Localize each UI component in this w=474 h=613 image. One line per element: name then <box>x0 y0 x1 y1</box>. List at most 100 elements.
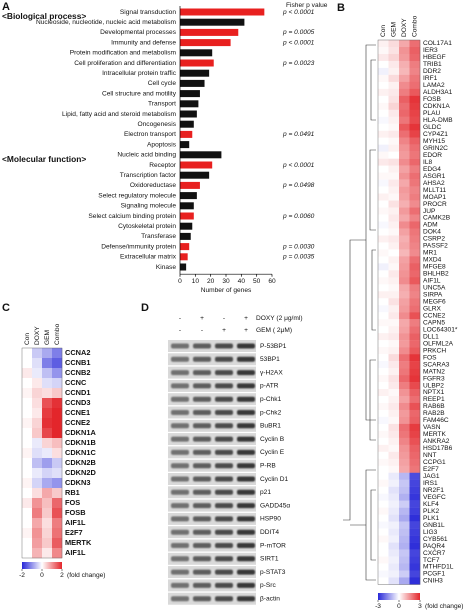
heatmap-cell <box>378 214 389 222</box>
row-label: MERTK <box>65 538 92 547</box>
blot-band <box>193 343 211 349</box>
row-label: EDOR <box>423 152 442 159</box>
bar <box>180 243 190 251</box>
heatmap-cell <box>409 395 421 404</box>
heatmap-cell <box>378 493 389 501</box>
heatmap-cell <box>388 465 400 473</box>
row-label: FAM46C <box>423 417 449 424</box>
heatmap-cell <box>409 472 421 480</box>
row-label: PLK2 <box>423 508 439 515</box>
blot-strip <box>168 406 256 419</box>
blot-band <box>171 476 189 482</box>
category-label: Signaling molecule <box>121 203 177 210</box>
heatmap-cell <box>399 207 410 215</box>
p-value: p = 0.0035 <box>282 254 315 261</box>
protein-label: p-ATR <box>260 383 279 390</box>
heatmap-cell <box>399 74 410 83</box>
row-label: NNT <box>423 452 437 459</box>
heatmap-cell <box>378 109 389 117</box>
heatmap-cell <box>378 472 389 480</box>
protein-label: p21 <box>260 489 271 496</box>
heatmap-cell <box>22 468 33 479</box>
heatmap-cell <box>388 235 400 243</box>
heatmap-cell <box>388 416 400 425</box>
heatmap-cell <box>409 179 421 187</box>
heatmap-cell <box>399 570 410 578</box>
heatmap-cell <box>388 298 400 306</box>
row-label: GLDC <box>423 124 442 131</box>
row-label: CCNE1 <box>65 408 90 417</box>
heatmap-cell <box>32 498 43 509</box>
heatmap-cell <box>378 556 389 564</box>
heatmap-cell <box>399 40 410 48</box>
heatmap-frame <box>21 347 63 559</box>
heatmap-cell <box>399 312 410 320</box>
heatmap-cell <box>378 423 389 432</box>
heatmap-cell <box>399 221 410 229</box>
heatmap-cell <box>42 498 53 509</box>
blot-band <box>171 543 189 548</box>
heatmap-cell <box>388 556 400 564</box>
protein-label: DDIT4 <box>260 529 279 536</box>
heatmap-cell <box>52 488 63 499</box>
panel-label: D <box>141 302 149 314</box>
blot-band <box>237 463 255 469</box>
blot-band <box>215 476 233 482</box>
blot-band <box>193 516 211 522</box>
panel-label: C <box>2 302 10 314</box>
heatmap-cell <box>378 389 389 397</box>
blot-band <box>171 343 189 349</box>
row-label: EDG4 <box>423 166 441 173</box>
heatmap-cell <box>22 548 33 559</box>
heatmap-cell <box>399 179 410 187</box>
blot-band <box>193 569 211 575</box>
heatmap-cell <box>388 305 400 313</box>
heatmap-cell <box>378 298 389 306</box>
heatmap-cell <box>399 347 410 355</box>
heatmap-cell <box>32 488 43 499</box>
heatmap-cell <box>399 528 410 536</box>
heatmap-cell <box>399 556 410 564</box>
row-label: NPTX1 <box>423 389 445 396</box>
blot-band <box>193 449 211 455</box>
bar <box>180 130 193 138</box>
heatmap-cell <box>409 493 421 501</box>
category-label: Developmental processes <box>100 29 177 36</box>
row-label: CCNB1 <box>65 358 90 367</box>
heatmap-cell <box>409 347 421 355</box>
row-label: CAMK2B <box>423 215 451 222</box>
heatmap-cell <box>388 312 400 320</box>
heatmap-cell <box>399 172 410 180</box>
row-label: CYP4Z1 <box>423 131 448 138</box>
x-tick-label: 10 <box>192 278 200 285</box>
heatmap-cell <box>409 402 421 411</box>
heatmap-cell <box>388 165 400 173</box>
protein-label: p-STAT3 <box>260 569 286 576</box>
row-label: GLRX <box>423 305 442 312</box>
row-label: JAG1 <box>423 473 440 480</box>
heatmap-cell <box>378 507 389 515</box>
bar <box>180 141 190 149</box>
bar <box>180 253 188 261</box>
row-label: TRIB1 <box>423 61 442 68</box>
bar <box>180 212 194 220</box>
bar <box>180 90 200 98</box>
row-label: LIG3 <box>423 529 438 536</box>
heatmap-cell <box>52 418 63 429</box>
row-label: CAPN5 <box>423 319 445 326</box>
blot-band <box>193 356 211 362</box>
treatment-label: GEM ( 2μM) <box>256 327 292 334</box>
heatmap-cell <box>388 291 400 299</box>
row-label: AHSA2 <box>423 180 445 187</box>
heatmap-cell <box>388 200 400 208</box>
x-tick-label: 0 <box>178 278 182 285</box>
heatmap-cell <box>399 130 410 138</box>
x-tick-label: 40 <box>238 278 246 285</box>
blot-band <box>171 383 189 389</box>
heatmap-cell <box>378 500 389 508</box>
heatmap-cell <box>399 416 410 425</box>
p-value: p = 0.0498 <box>282 182 315 189</box>
heatmap-cell <box>409 95 421 104</box>
blot-band <box>237 436 255 442</box>
bar <box>180 222 193 230</box>
